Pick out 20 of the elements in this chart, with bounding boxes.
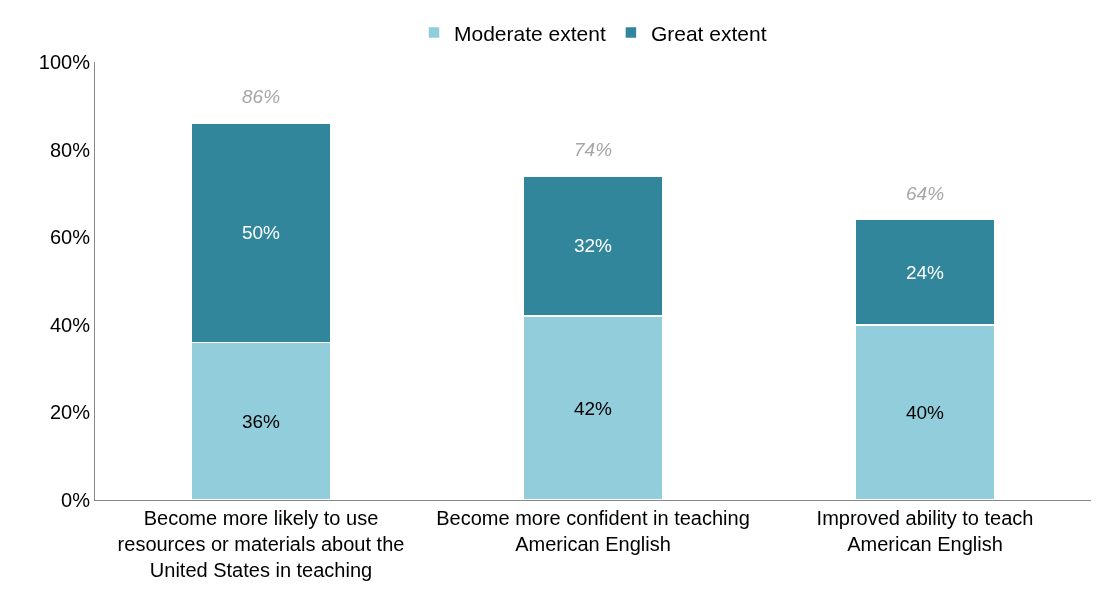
data-label: 40% xyxy=(905,401,945,423)
data-label: 42% xyxy=(573,397,613,419)
y-tick-label: 100% xyxy=(38,51,91,73)
x-tick-label: Improved ability to teach American English xyxy=(816,507,1034,555)
data-label: 24% xyxy=(905,261,945,283)
data-label: 36% xyxy=(241,410,281,432)
data-label: 32% xyxy=(573,235,613,257)
total-label: 64% xyxy=(906,183,945,204)
y-tick-label: 0% xyxy=(61,489,91,511)
total-label: 86% xyxy=(242,86,281,107)
y-tick-label: 80% xyxy=(49,138,91,161)
x-tick-label: Become more confident in teaching American English xyxy=(436,507,750,555)
y-tick-label: 20% xyxy=(49,401,91,424)
x-tick-label: Become more likely to use resources or materials about the United States in teaching xyxy=(117,507,405,581)
y-tick-label: 60% xyxy=(49,226,91,249)
data-label: 50% xyxy=(241,222,281,244)
legend-label: Moderate extent xyxy=(454,21,606,45)
y-tick-label: 40% xyxy=(49,313,91,336)
legend-label: Great extent xyxy=(650,21,767,45)
total-label: 74% xyxy=(574,139,613,160)
